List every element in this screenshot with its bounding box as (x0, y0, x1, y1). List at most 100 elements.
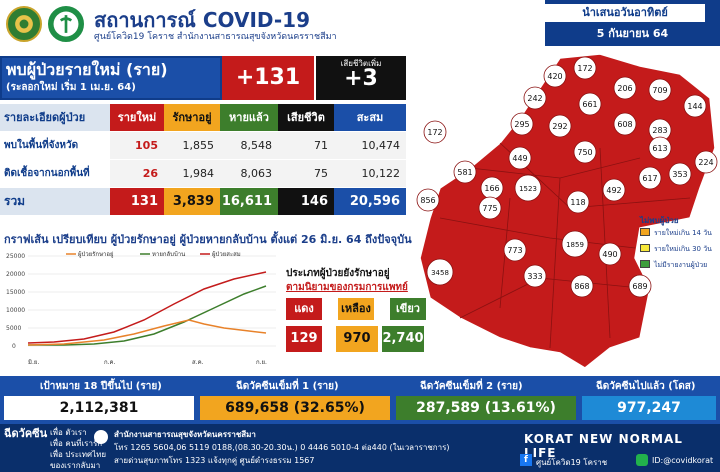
footer-office: สำนักงานสาธารณสุขจังหวัดนครราชสีมา (114, 430, 256, 439)
district-count: 709 (652, 86, 667, 95)
table-cell: 16,611 (220, 188, 278, 215)
footer-facebook[interactable]: ศูนย์โควิด19 โคราช (536, 458, 608, 467)
y-tick: 25000 (6, 253, 25, 260)
province-shape (419, 53, 716, 369)
footer-phone: โทร 1265 5604,06 5119 0188,(08.30-20.30น… (114, 443, 450, 452)
district-count: 3458 (431, 269, 449, 277)
legend-text: ไม่มีรายงานผู้ป่วย (654, 261, 708, 269)
district-count: 242 (527, 94, 542, 103)
legend-text: รายใหม่เกิน 30 วัน (654, 245, 712, 253)
district-bubble (426, 258, 454, 286)
district-count: 283 (652, 126, 667, 135)
district-bubble (628, 274, 652, 298)
footer-line: เพื่อ ประเทศไทย (50, 450, 107, 459)
footer-tag: ฉีดวัคซีน (4, 427, 48, 440)
legend-swatch-orange (640, 228, 650, 236)
district-count: 689 (632, 282, 647, 291)
legend-swatch-yellow (640, 244, 650, 252)
district-count: 617 (642, 174, 657, 183)
table-cell: 71 (278, 132, 334, 159)
district-count: 172 (577, 64, 592, 73)
series-treating (27, 319, 267, 346)
legend-swatch-green (640, 260, 650, 268)
district-bubble (478, 196, 502, 220)
district-count: 492 (606, 186, 621, 195)
date-day: นำเสนอวันอาทิตย์ (545, 4, 705, 22)
district-bubble (573, 140, 597, 164)
table-row: ติดเชื้อจากนอกพื้นที่ 26 1,984 8,063 75 … (0, 160, 406, 187)
graph-title: กราฟเส้น เปรียบเทียบ ผู้ป่วยรักษาอยู่ ผู… (4, 233, 412, 246)
table-cell: 8,548 (220, 132, 278, 159)
table-header: รายใหม่ (110, 104, 164, 131)
vaccine-dose2-label: ฉีดวัคซีนเข็มที่ 2 (ราย) (420, 381, 523, 392)
table-header: สะสม (334, 104, 406, 131)
y-tick: 15000 (6, 289, 25, 296)
value-green: 2,740 (382, 326, 424, 352)
district-count: 333 (527, 272, 542, 281)
x-month: มิ.ย. (28, 359, 39, 366)
hospital-subtitle: ตามนิยามของกรมการแพทย์ (286, 282, 408, 293)
table-cell: 105 (110, 132, 164, 159)
district-bubble (570, 274, 594, 298)
y-tick: 0 (12, 343, 16, 350)
y-tick: 5000 (6, 325, 21, 332)
district-count: 581 (457, 168, 472, 177)
legend-treating: ผู้ป่วยรักษาอยู่ (78, 251, 114, 258)
district-count: 661 (582, 100, 597, 109)
district-bubble (548, 114, 572, 138)
page-subtitle: ศูนย์โควิด19 โคราช สำนักงานสาธารณสุขจังห… (94, 32, 337, 42)
page-title: สถานการณ์ COVID-19 (94, 8, 310, 32)
patient-table: รายละเอียดผู้ป่วย รายใหม่ รักษาอยู่ หายแ… (0, 104, 406, 216)
footer-center: สายด่วนสุขภาพโทร 1323 แจ้งทุกคู่ ศูนย์ดำ… (114, 456, 315, 465)
footer-line: ของเรากลับมา (50, 461, 101, 470)
district-bubble (613, 76, 637, 100)
district-count: 775 (482, 204, 497, 213)
value-yellow: 970 (336, 326, 378, 352)
district-count: 172 (427, 128, 442, 137)
table-cell: ติดเชื้อจากนอกพื้นที่ (0, 160, 110, 187)
district-bubble (648, 78, 672, 102)
district-bubble (523, 264, 547, 288)
district-count: 295 (514, 120, 529, 129)
graph-background (4, 246, 284, 370)
district-bubble (566, 190, 590, 214)
health-logo-icon (48, 6, 84, 42)
footer (0, 424, 720, 472)
table-total-row: รวม 131 3,839 16,611 146 20,596 (0, 188, 406, 215)
x-month: ก.ย. (256, 359, 267, 366)
district-count: 1859 (566, 241, 584, 249)
district-count: 773 (507, 246, 522, 255)
district-bubble (523, 86, 547, 110)
footer-line: เพื่อ คนที่เรารัก (50, 439, 103, 448)
district-bubble (573, 56, 597, 80)
district-count: 353 (672, 170, 687, 179)
table-header: รักษาอยู่ (164, 104, 220, 131)
table-header: หายแล้ว (220, 104, 278, 131)
footer-line-id[interactable]: ID:@covidkorat (652, 456, 714, 465)
vaccine-dose1-label: ฉีดวัคซีนเข็มที่ 1 (ราย) (236, 381, 339, 392)
date-text: 5 กันยายน 64 (596, 27, 669, 40)
value-red: 129 (286, 326, 322, 352)
trend-graph: 25000 20000 15000 10000 5000 0 ผู้ป่วยรั… (4, 246, 284, 370)
district-map: 172 420 206 709 144 242 661 608 283 295 292 613 224 3… (416, 53, 718, 369)
table-cell: 75 (278, 160, 334, 187)
district-count: 613 (652, 144, 667, 153)
vaccine-dose2-value: 287,589 (13.61%) (396, 396, 576, 420)
vaccine-target-label: เป้าหมาย 18 ปีขึ้นไป (ราย) (40, 381, 162, 392)
table-header: เสียชีวิต (278, 104, 334, 131)
district-bubble (578, 92, 602, 116)
district-count: 1523 (519, 185, 537, 193)
label-red: แดง (286, 298, 322, 320)
line-icon (636, 454, 648, 466)
district-bubble (561, 230, 589, 258)
table-cell: 20,596 (334, 188, 406, 215)
label-yellow: เหลือง (338, 298, 374, 320)
district-count: 224 (698, 158, 713, 167)
district-bubble (514, 174, 542, 202)
ministry-seal-icon (6, 6, 42, 42)
death-value: +3 (344, 66, 378, 91)
table-cell: 8,063 (220, 160, 278, 187)
district-count: 206 (617, 84, 632, 93)
table-cell: 1,855 (164, 132, 220, 159)
table-header-row: รายละเอียดผู้ป่วย รายใหม่ รักษาอยู่ หายแ… (0, 104, 406, 131)
